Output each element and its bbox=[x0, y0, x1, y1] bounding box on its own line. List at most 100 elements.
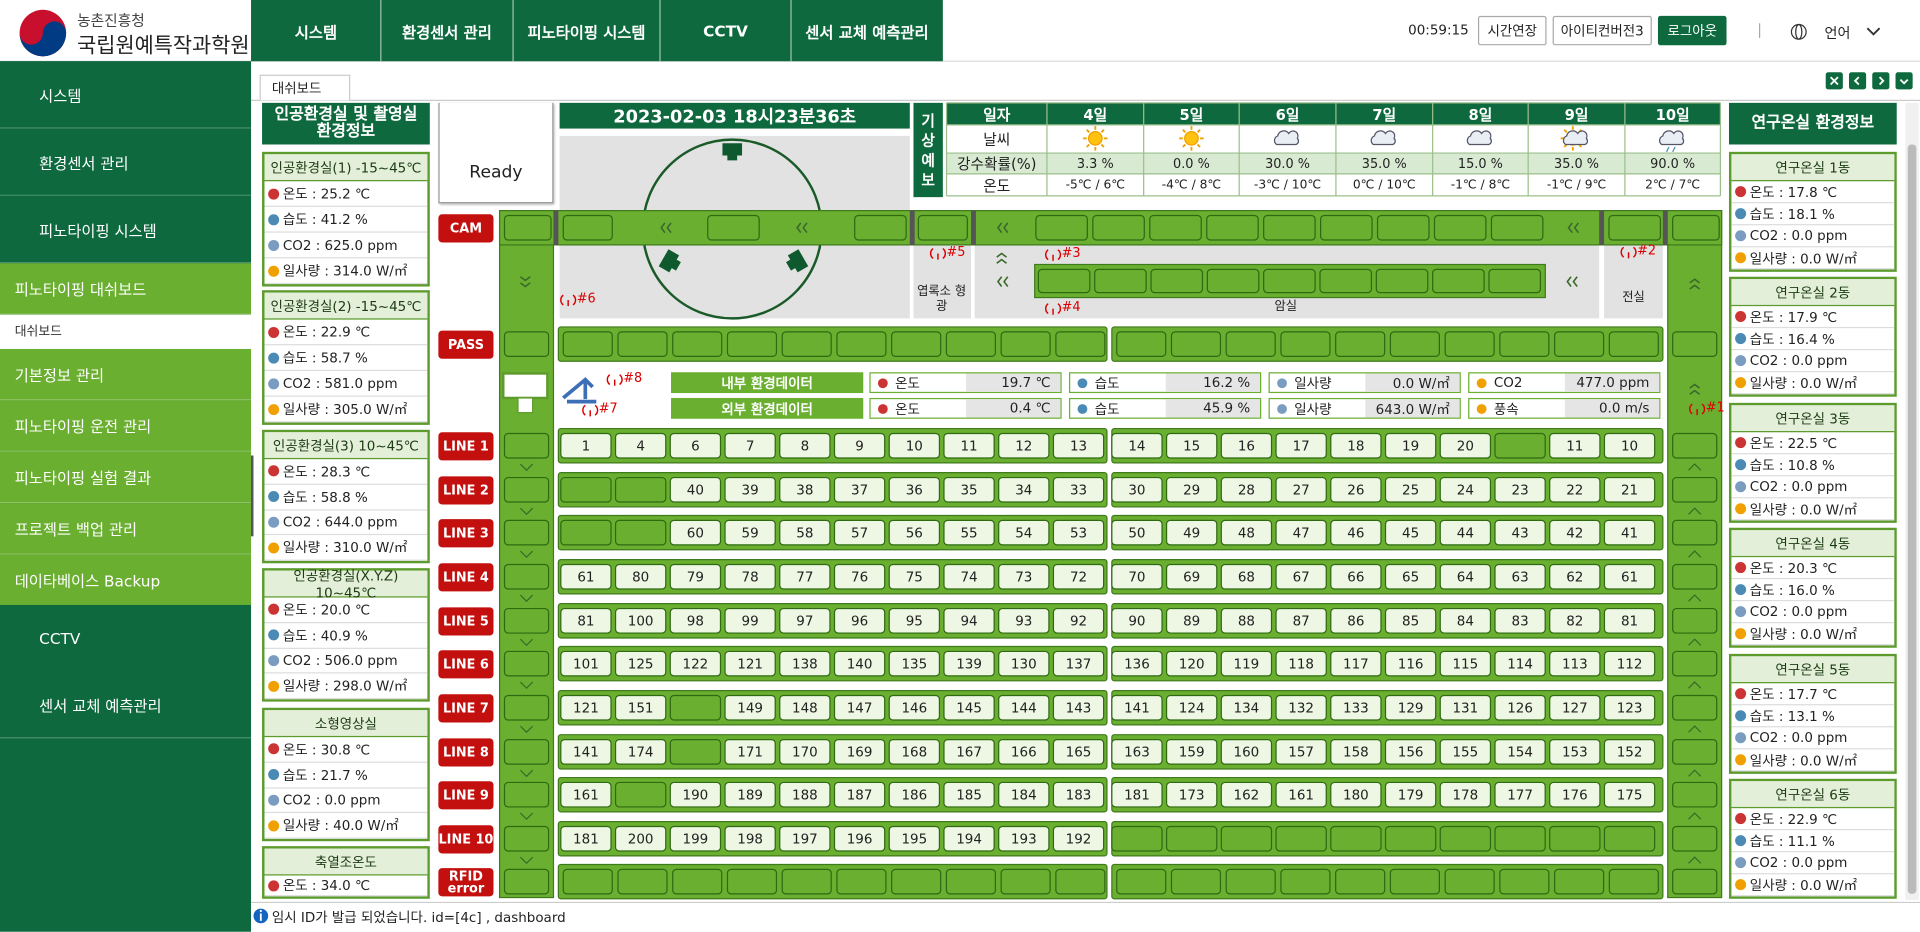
env-name-wrap: 풍속 bbox=[1469, 399, 1565, 417]
slot bbox=[1603, 650, 1656, 677]
slot-number: 181 bbox=[573, 830, 599, 847]
slot bbox=[779, 781, 831, 808]
reading-icon bbox=[268, 819, 280, 831]
header-button[interactable]: 시간연장 bbox=[1477, 15, 1547, 46]
slot bbox=[1165, 432, 1218, 459]
menu-item[interactable]: 환경센서 관리 bbox=[0, 128, 252, 196]
reading-row: 온도 : 17.9 ℃ bbox=[1731, 306, 1895, 329]
menu-item[interactable]: 피노타이핑 운전 관리 bbox=[0, 400, 252, 452]
reading-row: 온도 : 20.0 ℃ bbox=[264, 598, 428, 623]
slot-number: 161 bbox=[1288, 786, 1314, 803]
reading: 온도 : 34.0 ℃ bbox=[282, 877, 371, 894]
slot-number: 195 bbox=[901, 830, 928, 847]
slot-number: 60 bbox=[686, 524, 704, 541]
reading-icon bbox=[1735, 355, 1747, 367]
slot-number: 49 bbox=[1183, 524, 1201, 541]
reading-row: 습도 : 21.7 % bbox=[264, 763, 428, 788]
track-cell bbox=[1150, 268, 1204, 294]
nav-item[interactable]: 시스템 bbox=[294, 22, 338, 42]
slot-number: 166 bbox=[1010, 743, 1037, 760]
track-cell bbox=[1672, 476, 1718, 503]
slot bbox=[1275, 607, 1327, 634]
slot bbox=[833, 781, 886, 808]
slot-number: 186 bbox=[901, 786, 928, 803]
menu-item[interactable]: 기본정보 관리 bbox=[0, 348, 252, 401]
reading: CO2 : 0.0 ppm bbox=[1749, 227, 1848, 244]
slot-number: 72 bbox=[1069, 568, 1088, 585]
env-name-wrap: CO2 bbox=[1469, 373, 1565, 391]
nav-item[interactable]: 피노타이핑 시스템 bbox=[527, 22, 646, 42]
slot-number: 158 bbox=[1343, 743, 1369, 760]
reading: 일사량 : 298.0 W/㎡ bbox=[282, 678, 408, 695]
slot-number: 178 bbox=[1452, 786, 1479, 803]
nav-item[interactable]: 센서 교체 예측관리 bbox=[805, 22, 929, 42]
room-card: 소형영상실 온도 : 30.8 ℃ 습도 : 21.7 % CO2 : 0.0 ppm… bbox=[262, 707, 430, 842]
forecast-cell: 7일 bbox=[1372, 105, 1397, 124]
slot bbox=[998, 607, 1050, 634]
slot-number: 63 bbox=[1511, 568, 1529, 585]
slot bbox=[1111, 738, 1163, 765]
language[interactable]: 언어 bbox=[1824, 24, 1851, 42]
reading-icon bbox=[1735, 230, 1747, 242]
slot-number: 53 bbox=[1069, 524, 1088, 541]
menu-item[interactable]: 프로젝트 백업 관리 bbox=[0, 503, 252, 555]
header-button[interactable]: 아이티컨버전3 bbox=[1552, 15, 1652, 46]
menu-item[interactable]: 피노타이핑 대쉬보드 bbox=[0, 263, 252, 315]
menu-item[interactable]: 피노타이핑 실험 결과 bbox=[0, 451, 252, 504]
slot bbox=[1165, 738, 1218, 765]
arrow bbox=[666, 222, 672, 234]
tab[interactable]: 대쉬보드 bbox=[259, 74, 351, 101]
env-icon bbox=[1077, 403, 1088, 414]
slot bbox=[998, 563, 1050, 590]
reading: 일사량 : 305.0 W/㎡ bbox=[282, 401, 408, 418]
slot-number: 185 bbox=[956, 786, 982, 803]
menu-item[interactable]: CCTV bbox=[0, 604, 252, 673]
reading-icon bbox=[1735, 562, 1747, 574]
nav-item[interactable]: CCTV bbox=[703, 21, 748, 40]
track-cell bbox=[1433, 214, 1487, 241]
slot bbox=[943, 432, 995, 459]
slot-number: 92 bbox=[1069, 612, 1088, 629]
menu-item[interactable]: 피노타이핑 시스템 bbox=[0, 195, 252, 264]
status-message: 임시 ID가 발급 되었습니다. id=[4c] , dashboard bbox=[271, 909, 566, 926]
slot bbox=[779, 476, 831, 503]
slot-number: 58 bbox=[796, 524, 814, 541]
header-button[interactable]: 로그아웃 bbox=[1657, 15, 1727, 46]
panel-title: 인공환경실 및 촬영실 환경정보 bbox=[262, 102, 430, 145]
reading-icon bbox=[1735, 377, 1747, 389]
room-name: 인공환경실(2) -15~45℃ bbox=[264, 292, 428, 320]
slot-number: 171 bbox=[737, 743, 763, 760]
reading: 일사량 : 0.0 W/㎡ bbox=[1749, 752, 1858, 769]
track-cell bbox=[1672, 650, 1718, 677]
reading: 온도 : 20.0 ℃ bbox=[282, 602, 371, 619]
env-icon bbox=[1077, 377, 1088, 388]
slot-number: 88 bbox=[1237, 612, 1255, 629]
reading: 온도 : 22.9 ℃ bbox=[282, 324, 371, 341]
menu-item[interactable]: 시스템 bbox=[0, 61, 252, 129]
reading: CO2 : 506.0 ppm bbox=[282, 652, 398, 669]
slot bbox=[726, 868, 778, 895]
menu-item[interactable]: 센서 교체 예측관리 bbox=[0, 671, 252, 739]
track-cell bbox=[503, 519, 550, 546]
slot bbox=[888, 694, 941, 721]
slot bbox=[560, 825, 612, 852]
slot bbox=[779, 607, 831, 634]
track-cell bbox=[1092, 214, 1145, 241]
nav-item[interactable]: 환경센서 관리 bbox=[402, 22, 492, 42]
menu-item[interactable]: 데이타베이스 Backup bbox=[0, 554, 252, 607]
slot-number: 181 bbox=[1124, 786, 1150, 803]
slot-number: 67 bbox=[1292, 568, 1310, 585]
slot-number: 9 bbox=[855, 437, 864, 454]
slot-number: 13 bbox=[1069, 437, 1088, 454]
slot-number: 28 bbox=[1237, 481, 1255, 498]
reading-icon bbox=[1735, 584, 1747, 596]
row-label: LINE 7 bbox=[438, 694, 494, 723]
forecast-cell: 4일 bbox=[1083, 105, 1108, 124]
menu-item[interactable]: 대쉬보드 bbox=[0, 314, 252, 349]
slot bbox=[1389, 331, 1441, 357]
weather-icon bbox=[1184, 131, 1199, 146]
info-icon bbox=[259, 909, 262, 913]
slot-number: 1 bbox=[581, 437, 591, 454]
slot bbox=[1111, 476, 1163, 503]
slot-number: 4 bbox=[636, 437, 645, 454]
